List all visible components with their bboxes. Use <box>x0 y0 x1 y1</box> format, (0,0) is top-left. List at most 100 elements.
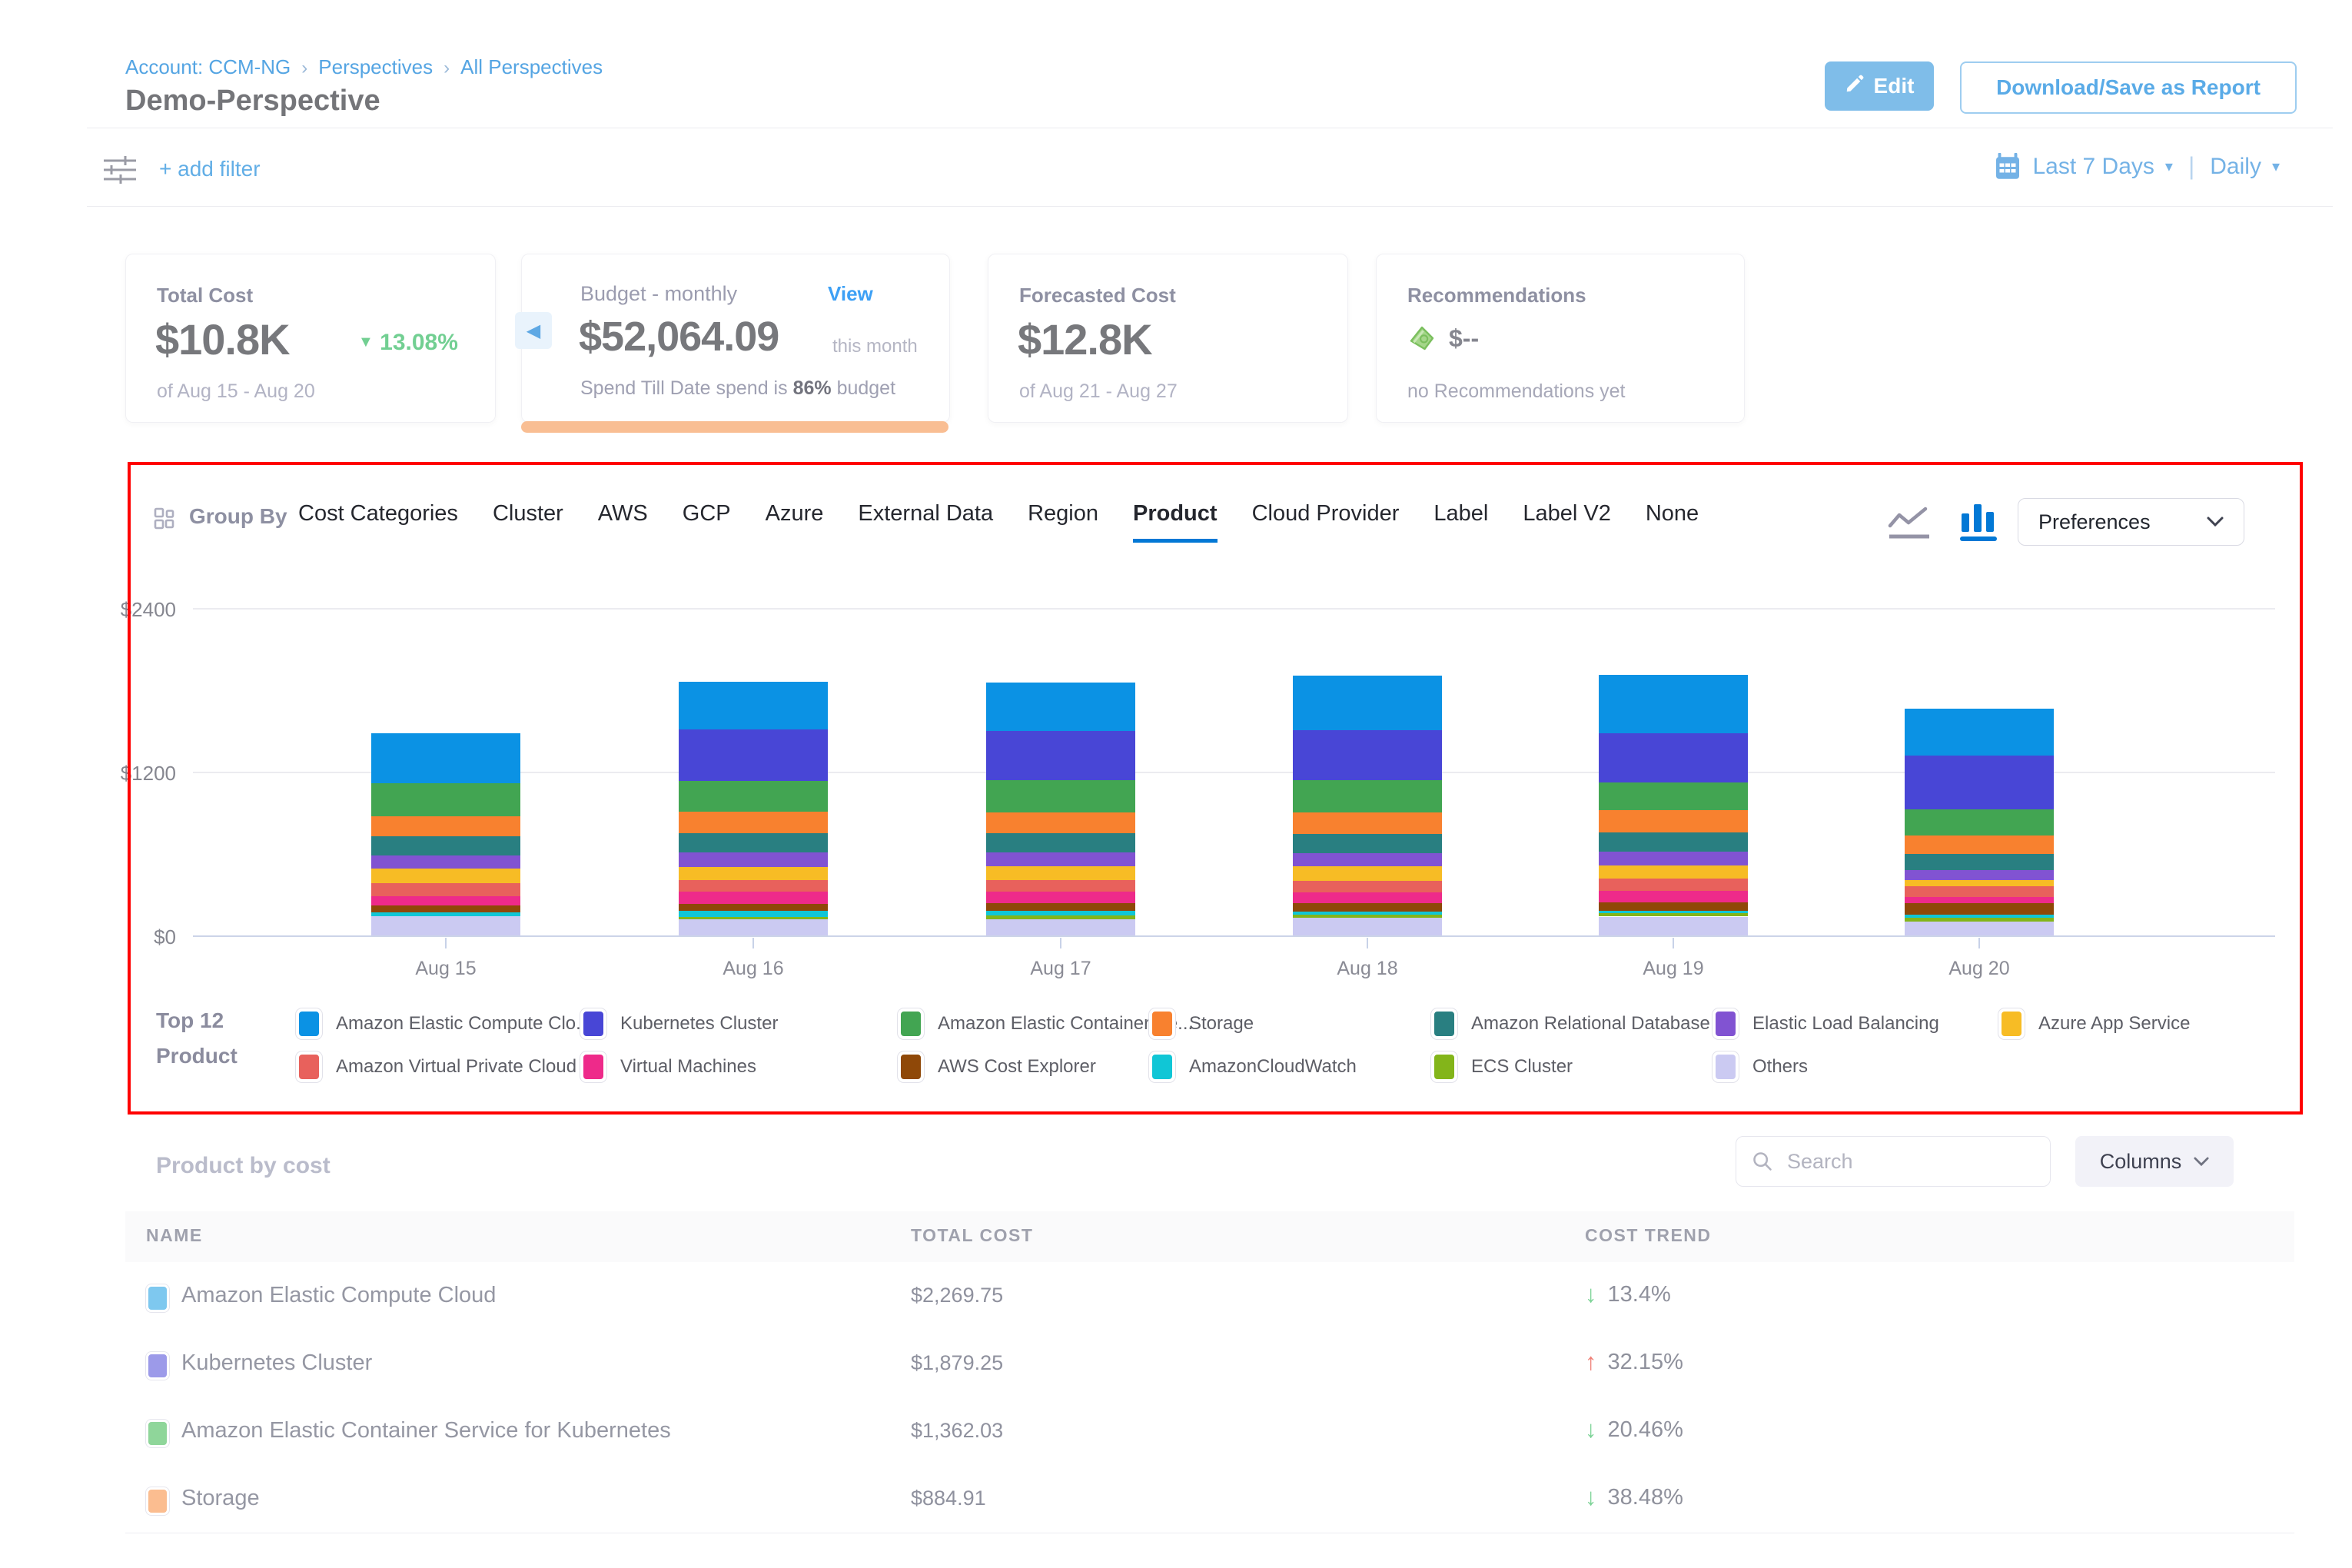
tab-cluster[interactable]: Cluster <box>492 501 563 526</box>
filter-sliders-icon[interactable] <box>102 155 138 188</box>
bar-segment[interactable] <box>986 812 1135 833</box>
table-row[interactable]: Amazon Elastic Container Service for Kub… <box>125 1397 2294 1466</box>
bar-segment[interactable] <box>1293 914 1442 919</box>
legend-item[interactable]: Amazon Virtual Private Cloud <box>296 1051 576 1082</box>
bar-segment[interactable] <box>1599 890 1748 902</box>
table-header-name[interactable]: NAME <box>146 1225 203 1245</box>
legend-item[interactable]: AWS Cost Explorer <box>898 1051 1096 1082</box>
bar-segment[interactable] <box>1293 812 1442 834</box>
chevron-down-icon[interactable]: ▾ <box>2271 158 2280 175</box>
table-header-cost-trend[interactable]: COST TREND <box>1585 1225 1712 1245</box>
tab-aws[interactable]: AWS <box>597 501 648 526</box>
bar-segment[interactable] <box>1905 854 2054 870</box>
bar-segment[interactable] <box>1905 879 2054 887</box>
bar-segment[interactable] <box>1599 733 1748 782</box>
bar-segment[interactable] <box>679 780 828 812</box>
legend-item[interactable]: Amazon Relational Database ... <box>1431 1008 1731 1039</box>
bar-segment[interactable] <box>679 729 828 781</box>
bar-segment[interactable] <box>371 883 520 896</box>
tab-external-data[interactable]: External Data <box>858 501 994 526</box>
legend-item[interactable]: Others <box>1713 1051 1808 1082</box>
bar-segment[interactable] <box>1599 675 1748 733</box>
bar-segment[interactable] <box>1905 918 2054 922</box>
download-save-report-button[interactable]: Download/Save as Report <box>1960 61 2297 114</box>
search-input[interactable] <box>1786 1148 2035 1174</box>
bar-segment[interactable] <box>986 903 1135 911</box>
bar-segment[interactable] <box>1599 910 1748 913</box>
preferences-dropdown[interactable]: Preferences <box>2018 498 2244 546</box>
bar-segment[interactable] <box>1293 880 1442 892</box>
bar-segment[interactable] <box>679 919 828 935</box>
bar-segment[interactable] <box>679 812 828 834</box>
bar-segment[interactable] <box>1905 886 2054 897</box>
bar-segment[interactable] <box>1293 852 1442 867</box>
bar-segment[interactable] <box>1599 916 1748 935</box>
bar-segment[interactable] <box>986 910 1135 915</box>
breadcrumb-all-perspectives[interactable]: All Perspectives <box>460 55 603 78</box>
bar-segment[interactable] <box>1293 833 1442 853</box>
breadcrumb-perspectives[interactable]: Perspectives <box>318 55 434 78</box>
bar-segment[interactable] <box>371 733 520 784</box>
bar-segment[interactable] <box>1905 896 2054 903</box>
bar-segment[interactable] <box>1599 832 1748 852</box>
tab-none[interactable]: None <box>1645 501 1699 526</box>
bar-segment[interactable] <box>679 880 828 892</box>
bar-segment[interactable] <box>1599 902 1748 911</box>
bar-segment[interactable] <box>986 880 1135 892</box>
bar-segment[interactable] <box>371 895 520 905</box>
table-header-total-cost[interactable]: TOTAL COST <box>911 1225 1034 1245</box>
legend-item[interactable]: Elastic Load Balancing <box>1713 1008 1939 1039</box>
bar-segment[interactable] <box>371 855 520 869</box>
bar-segment[interactable] <box>1293 918 1442 935</box>
bar-segment[interactable] <box>1293 780 1442 813</box>
tab-label-v2[interactable]: Label V2 <box>1523 501 1611 526</box>
bar-segment[interactable] <box>1599 810 1748 833</box>
bar-segment[interactable] <box>371 836 520 855</box>
bar-segment[interactable] <box>679 833 828 853</box>
bar-segment[interactable] <box>679 903 828 911</box>
bar-segment[interactable] <box>679 681 828 730</box>
bar-segment[interactable] <box>679 892 828 904</box>
bar-segment[interactable] <box>986 780 1135 812</box>
bar-segment[interactable] <box>1293 892 1442 903</box>
bar-segment[interactable] <box>1599 878 1748 891</box>
bar-segment[interactable] <box>679 910 828 917</box>
tab-azure[interactable]: Azure <box>765 501 824 526</box>
bar-segment[interactable] <box>371 869 520 884</box>
legend-item[interactable]: Storage <box>1149 1008 1254 1039</box>
bar-segment[interactable] <box>679 866 828 881</box>
bar-segment[interactable] <box>1905 809 2054 836</box>
bar-chart-toggle-icon[interactable] <box>1958 501 1998 546</box>
bar-segment[interactable] <box>371 783 520 817</box>
granularity-selector[interactable]: Daily <box>2210 153 2261 179</box>
bar-segment[interactable] <box>986 832 1135 853</box>
tab-region[interactable]: Region <box>1028 501 1098 526</box>
bar-segment[interactable] <box>1599 782 1748 811</box>
bar-segment[interactable] <box>1905 915 2054 919</box>
add-filter-button[interactable]: + add filter <box>159 157 261 181</box>
table-row[interactable]: Kubernetes Cluster $1,879.25 ↑ 32.15% <box>125 1330 2294 1398</box>
date-range-selector[interactable]: Last 7 Days <box>2032 153 2154 179</box>
bar-segment[interactable] <box>679 916 828 920</box>
carousel-left-button[interactable]: ◀ <box>515 312 552 349</box>
bar-segment[interactable] <box>1599 851 1748 866</box>
legend-item[interactable]: Azure App Service <box>1998 1008 2190 1039</box>
legend-item[interactable]: AmazonCloudWatch <box>1149 1051 1357 1082</box>
legend-item[interactable]: Kubernetes Cluster <box>580 1008 778 1039</box>
edit-button[interactable]: Edit <box>1825 61 1934 111</box>
chevron-down-icon[interactable]: ▾ <box>2164 158 2173 175</box>
bar-segment[interactable] <box>1905 902 2054 915</box>
bar-segment[interactable] <box>1599 912 1748 917</box>
bar-segment[interactable] <box>1905 708 2054 756</box>
bar-segment[interactable] <box>986 852 1135 866</box>
bar-segment[interactable] <box>1293 675 1442 731</box>
bar-segment[interactable] <box>371 912 520 917</box>
bar-segment[interactable] <box>1905 869 2054 880</box>
bar-segment[interactable] <box>1293 911 1442 915</box>
tab-gcp[interactable]: GCP <box>682 501 731 526</box>
bar-segment[interactable] <box>986 866 1135 881</box>
bar-segment[interactable] <box>371 905 520 913</box>
bar-segment[interactable] <box>986 919 1135 935</box>
bar-segment[interactable] <box>1905 835 2054 855</box>
bar-segment[interactable] <box>986 730 1135 781</box>
